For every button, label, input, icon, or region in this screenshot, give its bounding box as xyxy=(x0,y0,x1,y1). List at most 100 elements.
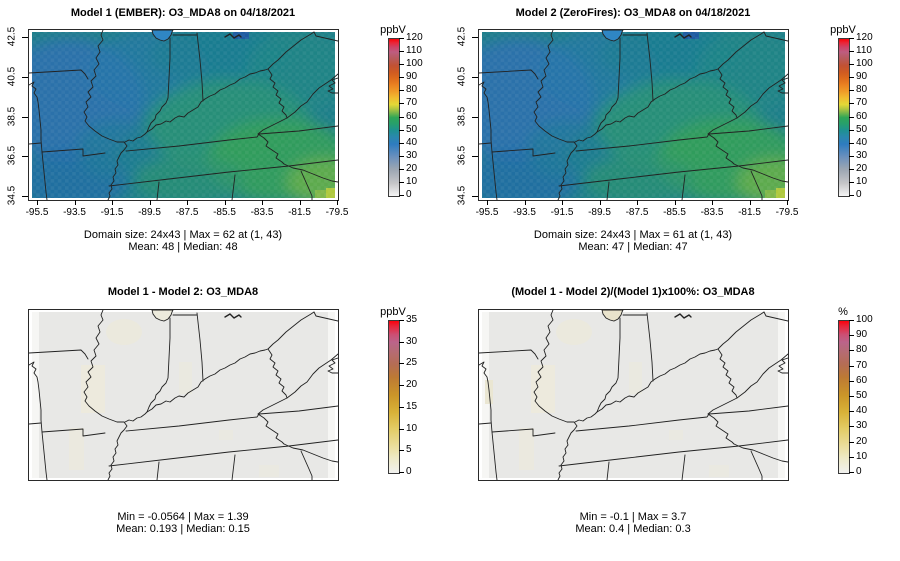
x-axis-tickmark xyxy=(187,200,188,205)
y-axis-tick-label: 36.5 xyxy=(6,146,18,166)
panel-percent-difference-map: (Model 1 - Model 2)/(Model 1)x100%: O3_M… xyxy=(450,280,900,560)
y-axis-tickmark xyxy=(22,37,28,38)
colorbar-tickmark xyxy=(399,64,404,66)
x-axis-tick-label: -95.5 xyxy=(475,207,499,218)
colorbar-tick-label: 20 xyxy=(406,379,418,391)
colorbar-tick-label: 15 xyxy=(406,400,418,412)
colorbar-tickmark xyxy=(849,90,854,92)
stats-caption-line2: Mean: 0.193 | Median: 0.15 xyxy=(116,523,250,535)
map-canvas-difference xyxy=(29,310,338,480)
colorbar-tick-label: 60 xyxy=(856,110,868,122)
colorbar-tick-label: 40 xyxy=(406,136,418,148)
colorbar-tick-label: 40 xyxy=(856,136,868,148)
colorbar-unit-label: ppbV xyxy=(380,306,406,318)
panel-title: Model 1 - Model 2: O3_MDA8 xyxy=(107,286,259,298)
x-axis-tick-label: -95.5 xyxy=(25,207,49,218)
colorbar-tick-label: 30 xyxy=(856,420,868,432)
y-axis-tickmark xyxy=(472,76,478,78)
x-axis-tick-label: -91.5 xyxy=(100,207,124,218)
colorbar-tickmark xyxy=(399,51,404,53)
x-axis-tickmark xyxy=(599,200,601,205)
colorbar-tickmark xyxy=(849,320,854,321)
x-axis-tickmark xyxy=(224,200,226,205)
colorbar-tickmark xyxy=(849,155,854,157)
colorbar-tickmark xyxy=(849,411,854,413)
stats-caption-line1: Domain size: 24x43 | Max = 62 at (1, 43) xyxy=(83,229,283,241)
colorbar-unit-label: ppbV xyxy=(380,24,406,36)
x-axis-tick-label: -81.5 xyxy=(738,207,761,218)
x-axis-tickmark xyxy=(262,200,263,205)
colorbar-tickmark xyxy=(399,428,404,430)
x-axis-tickmark xyxy=(712,200,713,205)
map-canvas-model1 xyxy=(29,30,338,200)
x-axis-tickmark xyxy=(487,200,488,205)
panel-model1-map: Model 1 (EMBER): O3_MDA8 on 04/18/2021 D… xyxy=(0,0,450,280)
colorbar-tick-label: 35 xyxy=(406,314,418,325)
colorbar-tickmark xyxy=(399,320,404,321)
colorbar-tickmark xyxy=(849,472,854,473)
map-model1 xyxy=(28,29,339,201)
colorbar-tick-label: 120 xyxy=(406,32,423,43)
y-axis-tick-label: 40.5 xyxy=(456,66,468,86)
y-axis-tick-label: 38.5 xyxy=(456,106,468,126)
colorbar-tickmark xyxy=(849,129,854,131)
y-axis-tickmark xyxy=(22,76,28,78)
y-axis-tickmark xyxy=(472,156,478,158)
colorbar-tick-label: 60 xyxy=(856,374,868,386)
stats-caption-line2: Mean: 48 | Median: 48 xyxy=(128,241,238,253)
panel-difference-map: Model 1 - Model 2: O3_MDA8 Min = -0.0564… xyxy=(0,280,450,560)
x-axis-tick-label: -85.5 xyxy=(213,207,236,218)
x-axis-tick-label: -81.5 xyxy=(288,207,311,218)
panel-model2-map: Model 2 (ZeroFires): O3_MDA8 on 04/18/20… xyxy=(450,0,900,280)
colorbar-tickmark xyxy=(849,396,854,397)
x-axis-tickmark xyxy=(637,200,638,205)
colorbar-tickmark xyxy=(399,363,404,365)
colorbar-tickmark xyxy=(849,335,854,337)
colorbar xyxy=(388,320,400,474)
panel-title: Model 2 (ZeroFires): O3_MDA8 on 04/18/20… xyxy=(515,7,751,19)
colorbar-tick-label: 80 xyxy=(856,84,868,96)
colorbar-tick-label: 40 xyxy=(856,405,868,417)
map-difference xyxy=(28,309,339,481)
colorbar-tick-label: 60 xyxy=(406,110,418,122)
colorbar-tick-label: 100 xyxy=(856,314,873,325)
colorbar-tickmark xyxy=(399,155,404,157)
colorbar-tick-label: 90 xyxy=(856,71,868,83)
stats-caption-line1: Min = -0.1 | Max = 3.7 xyxy=(579,511,687,523)
panel-title: (Model 1 - Model 2)/(Model 1)x100%: O3_M… xyxy=(511,286,755,298)
x-axis-tickmark xyxy=(787,200,788,205)
colorbar-tick-label: 90 xyxy=(856,329,868,341)
colorbar-tick-label: 20 xyxy=(856,162,868,174)
colorbar-unit-label: ppbV xyxy=(830,24,856,36)
colorbar-tick-label: 10 xyxy=(856,175,868,187)
colorbar-tickmark xyxy=(399,38,404,39)
colorbar-tickmark xyxy=(399,450,404,452)
x-axis-tick-label: -79.5 xyxy=(775,207,799,218)
colorbar-tick-label: 100 xyxy=(856,58,873,70)
x-axis-tickmark xyxy=(524,200,526,205)
colorbar-tickmark xyxy=(849,51,854,53)
x-axis-tick-label: -87.5 xyxy=(625,207,649,218)
x-axis-tickmark xyxy=(37,200,38,205)
x-axis-tickmark xyxy=(562,200,563,205)
colorbar-tick-label: 0 xyxy=(856,189,862,200)
colorbar-tickmark xyxy=(849,103,854,105)
colorbar-tickmark xyxy=(849,380,854,382)
x-axis-tick-label: -87.5 xyxy=(175,207,199,218)
colorbar-tick-label: 90 xyxy=(406,71,418,83)
colorbar-tick-label: 20 xyxy=(406,162,418,174)
x-axis-tickmark xyxy=(674,200,676,205)
colorbar-tickmark xyxy=(849,142,854,144)
x-axis-tick-label: -83.5 xyxy=(250,207,274,218)
map-canvas-percent-difference xyxy=(479,310,788,480)
colorbar xyxy=(838,38,850,197)
colorbar-tickmark xyxy=(849,441,854,443)
x-axis-tick-label: -89.5 xyxy=(138,207,161,218)
colorbar-tick-label: 80 xyxy=(856,344,868,356)
map-model2 xyxy=(478,29,789,201)
colorbar-tick-label: 30 xyxy=(856,149,868,161)
colorbar-tick-label: 80 xyxy=(406,84,418,96)
colorbar xyxy=(838,320,850,474)
y-axis-tickmark xyxy=(472,116,478,118)
